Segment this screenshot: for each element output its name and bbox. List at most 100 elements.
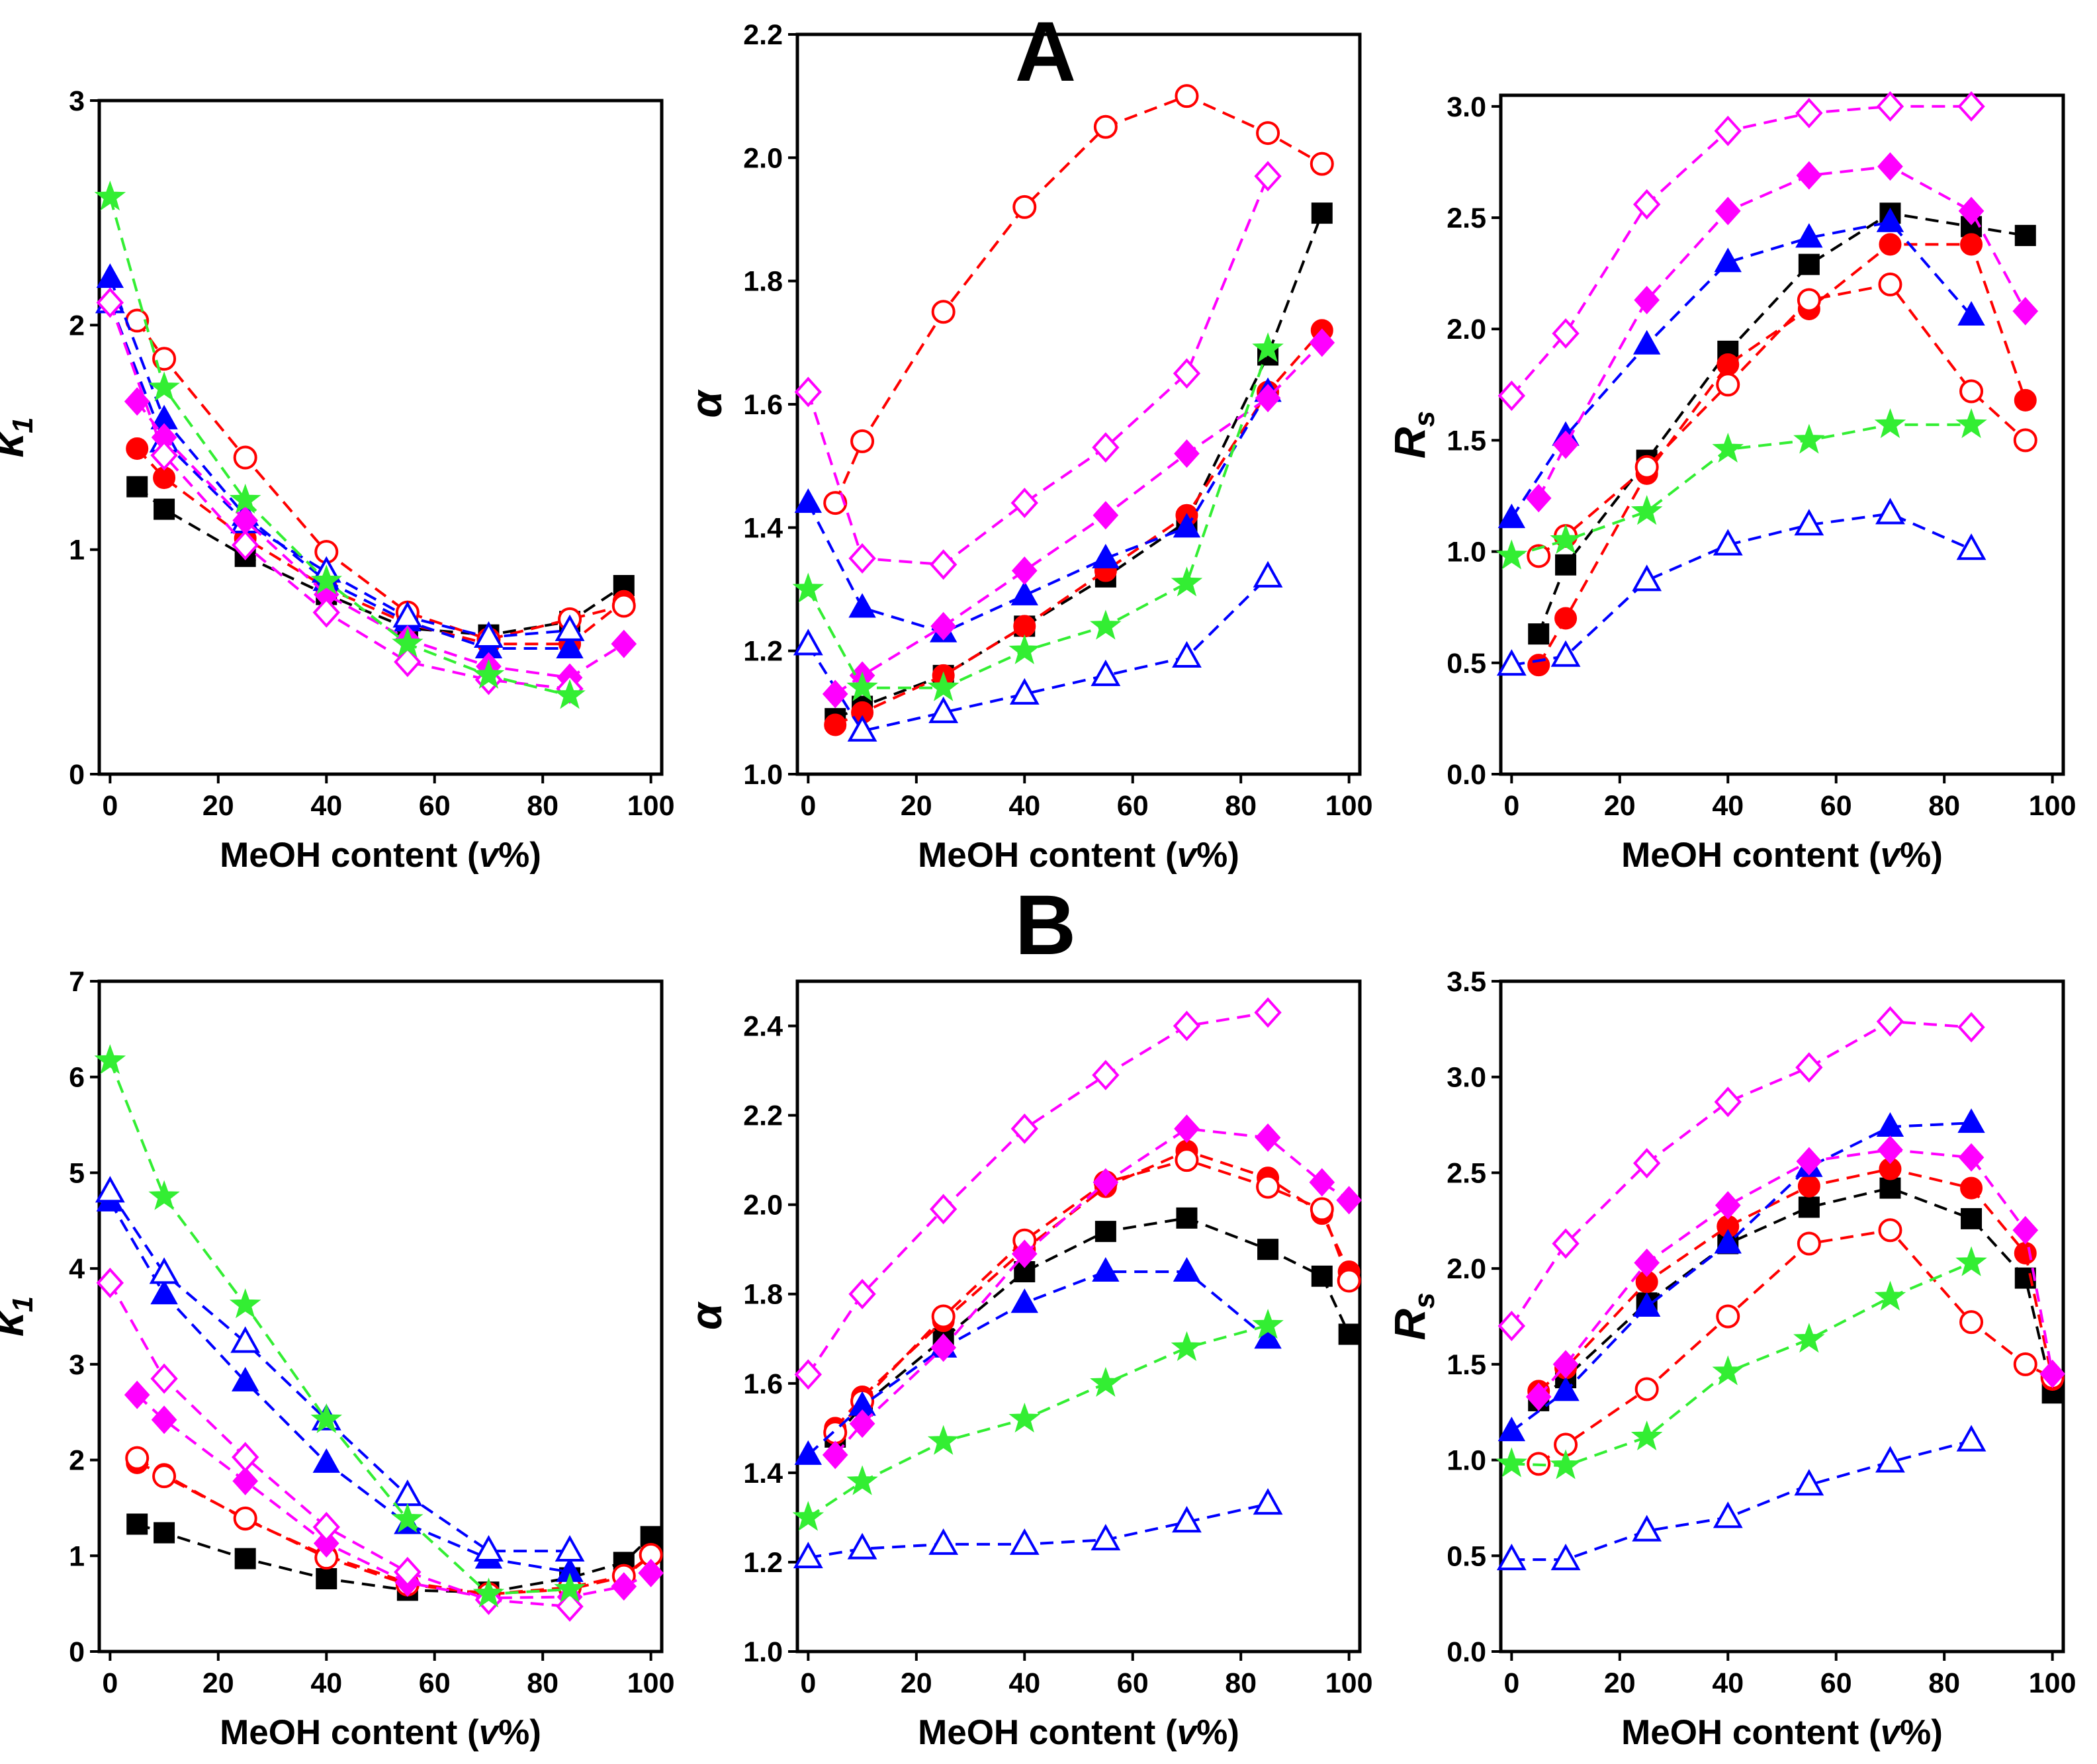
- data-point: [231, 1366, 259, 1391]
- data-point: [1497, 380, 1526, 412]
- data-point: [1173, 1010, 1201, 1041]
- data-point: [95, 1176, 125, 1203]
- x-tick-label: 80: [1928, 1667, 1960, 1699]
- series-triangle-open-blue: [1496, 498, 1986, 676]
- y-tick-label: 1.5: [1447, 1349, 1486, 1381]
- data-point: [1497, 1310, 1526, 1341]
- data-point: [793, 1542, 823, 1569]
- series-triangle-open-blue: [1496, 1425, 1986, 1571]
- y-tick-label: 1: [69, 535, 85, 566]
- x-tick-label: 0: [800, 790, 816, 822]
- data-point: [1714, 1229, 1742, 1254]
- data-point: [1632, 189, 1661, 220]
- data-point: [793, 629, 823, 656]
- series-line: [1537, 165, 2027, 499]
- data-point: [150, 440, 178, 471]
- y-tick-label: 2.2: [743, 1100, 783, 1132]
- data-point: [316, 1568, 337, 1590]
- data-point: [2013, 1352, 2037, 1376]
- data-point: [1876, 1006, 1904, 1037]
- data-point: [1956, 533, 1986, 560]
- data-point: [126, 476, 148, 498]
- chart-frame: [97, 99, 664, 776]
- data-point: [1715, 1191, 1741, 1220]
- data-point: [1092, 543, 1120, 568]
- chart-a3: 0 20 40 60 80 100 0.0 0.5 1.0 1.5 2.0 2.5 3.0 MeOH co…: [1385, 91, 2076, 875]
- data-point: [847, 715, 877, 742]
- series-circle-filled-red: [1527, 233, 2037, 677]
- series-triangle-open-blue: [793, 1488, 1283, 1569]
- data-point: [1798, 1196, 1820, 1218]
- data-point: [1957, 300, 1985, 326]
- series-line: [1511, 1439, 1972, 1562]
- data-point: [148, 371, 180, 402]
- data-point: [1254, 1324, 1282, 1349]
- series-diamond-open-magenta: [1497, 91, 1985, 412]
- data-point: [96, 263, 124, 288]
- y-tick-label: 4: [69, 1253, 85, 1285]
- y-tick-label: 3: [69, 85, 85, 117]
- y-tick-label: 0.5: [1447, 648, 1486, 680]
- x-tick-label: 0: [1503, 1667, 1519, 1699]
- data-point: [230, 1326, 261, 1353]
- data-point: [96, 1267, 124, 1298]
- data-point: [848, 593, 876, 618]
- data-point: [1797, 1231, 1821, 1256]
- x-axis-title: MeOH content (v%): [918, 836, 1239, 875]
- data-point: [1955, 1246, 1987, 1276]
- data-point: [1632, 1515, 1662, 1542]
- series-diamond-filled-magenta: [1525, 152, 2039, 513]
- data-point: [1174, 439, 1200, 468]
- data-point: [1796, 1147, 1822, 1176]
- data-point: [1094, 1221, 1116, 1243]
- series-line: [1538, 283, 2027, 557]
- y-tick-label: 2.0: [1447, 314, 1486, 345]
- y-tick-label: 2.0: [743, 1190, 783, 1221]
- data-point: [1254, 997, 1282, 1028]
- data-point: [1175, 1148, 1199, 1172]
- data-point: [554, 1572, 586, 1603]
- data-point: [1878, 272, 1902, 296]
- data-point: [1879, 1177, 1901, 1199]
- x-tick-label: 60: [1117, 790, 1149, 822]
- data-point: [1338, 1323, 1360, 1345]
- x-tick-label: 100: [627, 1667, 675, 1699]
- data-point: [1252, 1309, 1284, 1339]
- data-point: [1630, 1420, 1663, 1451]
- data-point: [1010, 580, 1038, 605]
- data-point: [126, 437, 149, 460]
- chart-a2: 0 20 40 60 80 100 1.0 1.2 1.4 1.6 1.8 2.0 2.2 MeOH co…: [682, 19, 1373, 875]
- data-point: [1256, 1174, 1280, 1199]
- data-point: [1798, 253, 1820, 275]
- data-point: [850, 429, 875, 453]
- y-tick-label: 3.0: [1447, 1062, 1486, 1094]
- data-point: [1552, 430, 1579, 459]
- data-point: [2014, 1241, 2037, 1264]
- series-line: [1537, 212, 2026, 635]
- x-tick-label: 20: [1604, 790, 1636, 822]
- data-point: [1550, 1543, 1581, 1571]
- x-tick-label: 40: [1712, 1667, 1744, 1699]
- data-point: [1310, 1197, 1334, 1221]
- x-tick-label: 20: [1604, 1667, 1636, 1699]
- data-point: [1876, 207, 1904, 232]
- data-point: [1795, 1052, 1823, 1083]
- y-tick-label: 1: [69, 1540, 85, 1572]
- x-tick-label: 80: [527, 1667, 558, 1699]
- data-point: [233, 445, 257, 470]
- data-point: [1714, 115, 1742, 146]
- x-axis-title: MeOH content (v%): [1621, 836, 1943, 875]
- series-line: [136, 447, 625, 646]
- x-tick-label: 100: [627, 790, 675, 822]
- data-point: [1714, 1086, 1742, 1118]
- data-point: [1716, 373, 1740, 397]
- series-star-filled-green: [94, 180, 586, 709]
- data-point: [1309, 328, 1335, 357]
- data-point: [1171, 1331, 1203, 1362]
- data-point: [1311, 1265, 1333, 1287]
- data-point: [154, 1522, 175, 1544]
- data-point: [794, 1440, 823, 1465]
- data-point: [930, 611, 957, 640]
- series-square-filled-black: [1528, 1177, 2063, 1411]
- data-point: [1875, 1446, 1905, 1473]
